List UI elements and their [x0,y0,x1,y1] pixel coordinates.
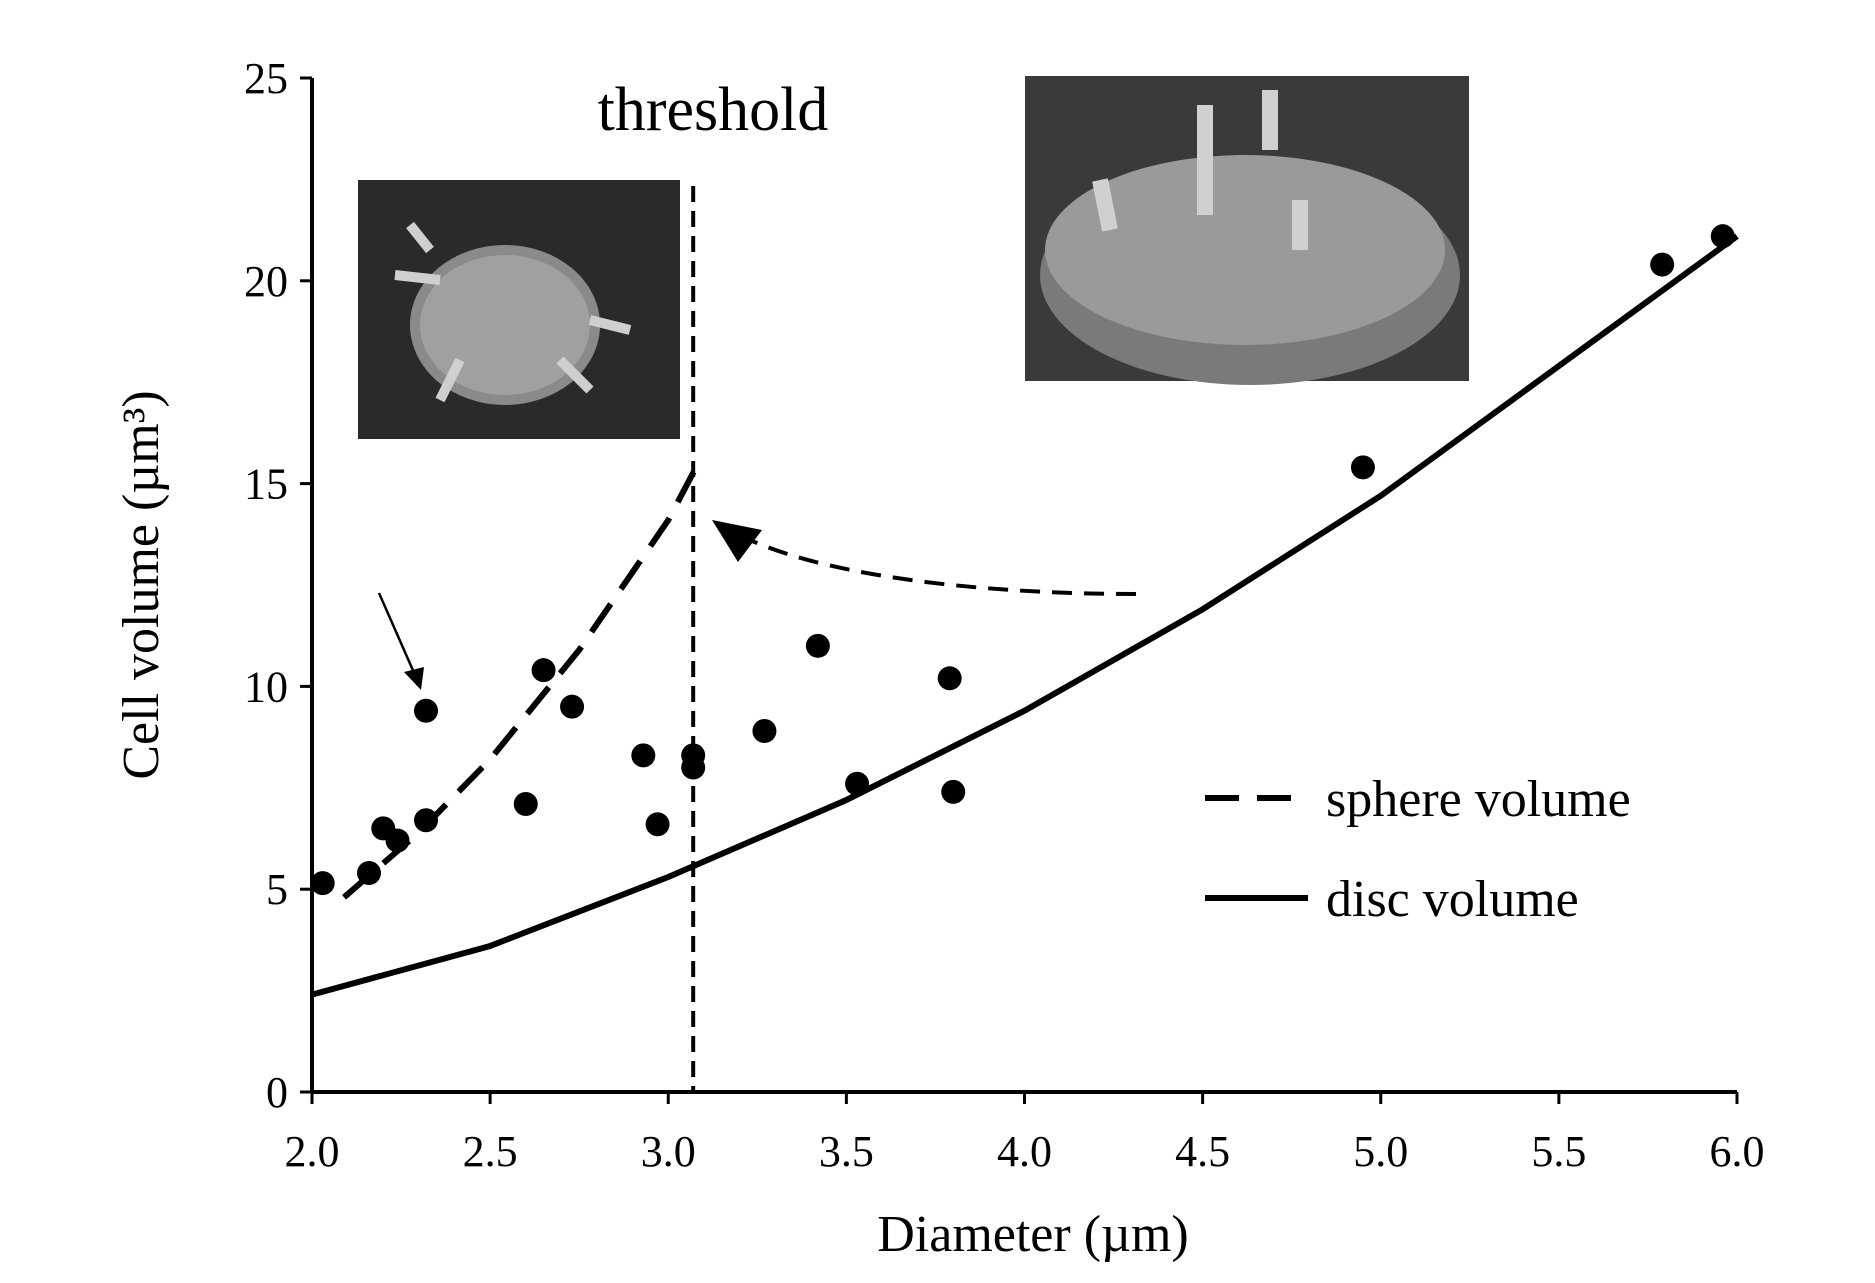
y-tick-label: 5 [266,865,288,914]
point [560,694,585,719]
y-tick-label: 20 [244,257,288,306]
point [631,743,656,768]
x-tick-label: 5.0 [1353,1127,1408,1176]
point [385,828,410,853]
point [1710,224,1735,249]
x-axis-title: Diameter (µm) [877,1206,1189,1263]
point [805,633,830,658]
point [645,812,670,837]
point [1650,252,1675,277]
point [357,860,381,885]
point [414,808,438,833]
x-tick-label: 3.0 [641,1127,696,1176]
inset-photo-left [358,180,680,439]
arrowhead [712,520,762,562]
point [310,871,335,896]
pointer-arrow [377,592,417,676]
annotation: threshold [598,76,829,144]
x-tick-label: 3.5 [819,1127,874,1176]
point [845,771,870,796]
arrowhead [404,667,424,690]
legend-label: disc volume [1326,871,1579,928]
line [311,233,1739,998]
inset-photo-right [1025,76,1469,385]
point [681,755,706,780]
x-tick-label: 2.5 [463,1127,518,1176]
point [1350,455,1375,480]
y-tick-label: 0 [266,1068,288,1117]
x-tick-label: 4.0 [997,1127,1052,1176]
x-tick-label: 6.0 [1710,1127,1765,1176]
x-tick-label: 4.5 [1175,1127,1230,1176]
legend-label: sphere volume [1326,771,1631,828]
curved-arrow [749,538,1137,596]
y-tick-label: 10 [244,662,288,711]
x-tick-label: 2.0 [285,1127,340,1176]
point [531,658,556,683]
point [513,792,538,817]
y-tick-label: 25 [244,54,288,103]
point [752,719,777,744]
point [941,779,966,804]
point [937,666,962,691]
y-tick-label: 15 [244,460,288,509]
y-axis-title: Cell volume (µm³) [113,390,170,779]
point [414,698,438,723]
x-tick-label: 5.5 [1531,1127,1586,1176]
